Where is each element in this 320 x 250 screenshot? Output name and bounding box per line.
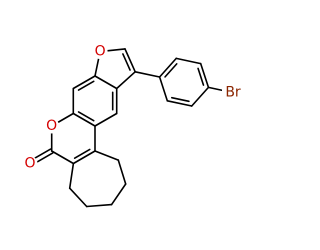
bond — [73, 148, 91, 159]
bond — [68, 187, 88, 208]
label-backdrop — [92, 44, 108, 60]
bond — [94, 75, 118, 90]
bond — [124, 48, 136, 73]
structure-diagram: O O O Br — [22, 43, 244, 208]
bond — [77, 80, 95, 91]
atom-label: Br — [225, 85, 241, 101]
bond — [77, 111, 95, 122]
bond — [85, 203, 113, 208]
bond — [50, 150, 75, 165]
atom-label: O — [24, 156, 35, 172]
bond — [115, 71, 136, 90]
bond — [110, 183, 127, 206]
bond — [190, 86, 210, 107]
bond — [117, 159, 127, 185]
bond — [197, 67, 205, 86]
bond — [68, 162, 75, 189]
bond — [72, 75, 96, 90]
bond — [166, 100, 193, 107]
bond — [158, 76, 169, 102]
atom-label: O — [95, 44, 106, 60]
bond — [122, 53, 131, 71]
atom-label: O — [46, 118, 57, 134]
bond — [164, 63, 178, 78]
label-backdrop — [44, 118, 60, 134]
bond — [94, 150, 120, 161]
bond — [94, 112, 118, 127]
bond — [199, 62, 210, 89]
label-backdrop — [222, 84, 244, 101]
atom-labels: O O O Br — [22, 44, 244, 172]
bonds — [28, 48, 234, 208]
bond — [72, 150, 96, 165]
bond — [134, 71, 161, 78]
bond — [175, 57, 202, 65]
bond — [72, 112, 96, 127]
label-backdrop — [22, 156, 38, 171]
bond — [170, 96, 190, 103]
bond — [158, 57, 178, 78]
